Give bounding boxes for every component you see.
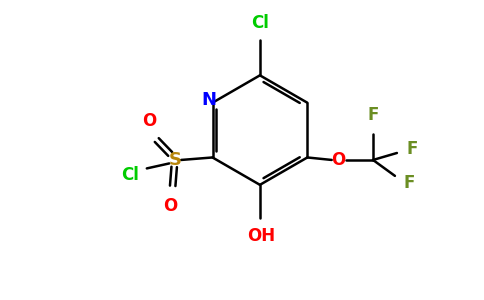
Text: O: O — [331, 151, 345, 169]
Text: Cl: Cl — [251, 14, 269, 32]
Text: S: S — [169, 151, 182, 169]
Text: F: F — [367, 106, 378, 124]
Text: OH: OH — [247, 226, 275, 244]
Text: Cl: Cl — [121, 167, 139, 184]
Text: F: F — [404, 174, 415, 192]
Text: O: O — [163, 197, 177, 215]
Text: O: O — [142, 112, 156, 130]
Text: N: N — [201, 91, 216, 109]
Text: F: F — [407, 140, 418, 158]
